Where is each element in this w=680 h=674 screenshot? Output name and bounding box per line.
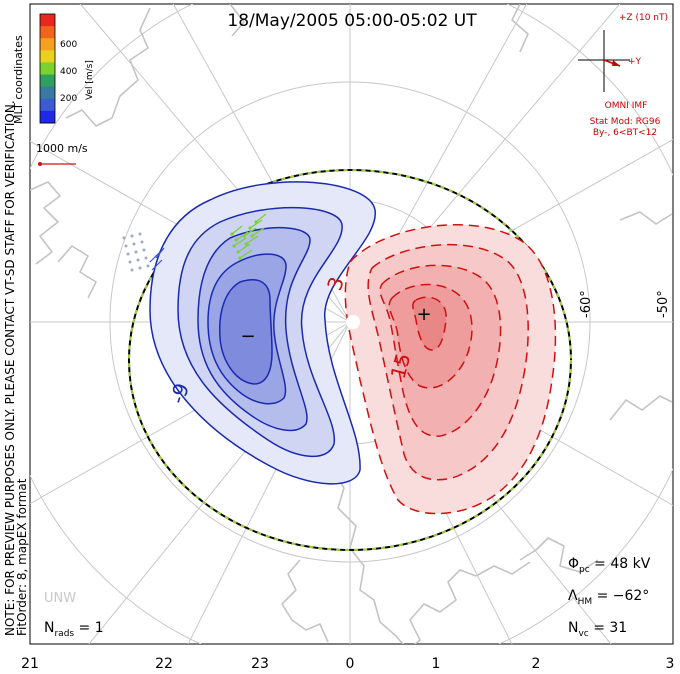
lambda-hm-value: ΛHM = −62° [568,588,649,607]
n-vc-value: Nvc = 31 [568,620,627,639]
colorbar-label: Vel [m/s] [85,60,95,100]
mlt-label-22: 22 [155,656,173,672]
imf-condition: By-, 6<BT<12 [593,128,657,138]
hm-boundary-green-dash [128,169,572,551]
phi-pc-value: Φpc = 48 kV [568,556,651,575]
colorbar-segment [40,74,55,88]
latitude-label-60: -60° [579,290,594,318]
fit-order-note: FitOrder: 8, mapEX format [15,478,29,636]
model-vector-dots [122,232,150,272]
reference-vector-label: 1000 m/s [36,142,88,155]
velocity-vector-dots [230,220,258,260]
velocity-colorbar: 600 400 200 Vel [m/s] [39,13,95,124]
latitude-label-50: -50° [656,290,671,318]
colorbar-segment [40,26,55,39]
plot-frame [29,3,674,645]
pole-marker [346,315,360,329]
colorbar-tick-200: 200 [60,94,77,104]
station-label: UNW [44,591,76,606]
stat-model: Stat Mod: RG96 [590,117,661,127]
negative-potential-cell [149,181,376,485]
imf-z-label: +Z (10 nT) [619,13,668,23]
colorbar-segment [40,98,55,112]
mlt-label-21: 21 [21,656,39,672]
colorbar-segment [40,62,55,76]
n-rads-value: Nrads = 1 [44,620,104,639]
mlt-axis: 21 22 23 0 1 2 3 [21,656,674,672]
colorbar-segment [40,110,55,124]
mlt-label-23: 23 [251,656,269,672]
mlt-label-1: 1 [432,656,441,672]
map-statistics: Φpc = 48 kV ΛHM = −62° Nvc = 31 Nrads = … [44,556,651,639]
potential-maximum-marker: + [416,304,431,325]
mlt-label-0: 0 [346,656,355,672]
reference-vector-dot [38,162,42,166]
model-vectors [149,247,165,271]
colorbar-tick-400: 400 [60,67,77,77]
mlt-label-3: 3 [666,656,675,672]
colorbar-segment [40,86,55,100]
colorbar-segment [40,38,55,51]
imf-source: OMNI IMF [605,101,648,111]
potential-minimum-marker: − [240,326,255,347]
colorbar-segment [40,14,55,27]
imf-clock: +Z (10 nT) +Y OMNI IMF Stat Mod: RG96 By… [578,13,668,138]
imf-y-label: +Y [628,57,642,67]
preview-note: NOTE: FOR PREVIEW PURPOSES ONLY. PLEASE … [3,100,17,636]
colorbar-tick-600: 600 [60,40,77,50]
coordinates-label: MLT coordinates [12,35,25,124]
colorbar-segment [40,50,55,63]
map-title: 18/May/2005 05:00-05:02 UT [227,11,477,31]
velocity-vectors [231,213,267,259]
mlt-label-2: 2 [532,656,541,672]
positive-potential-cell [344,224,557,515]
